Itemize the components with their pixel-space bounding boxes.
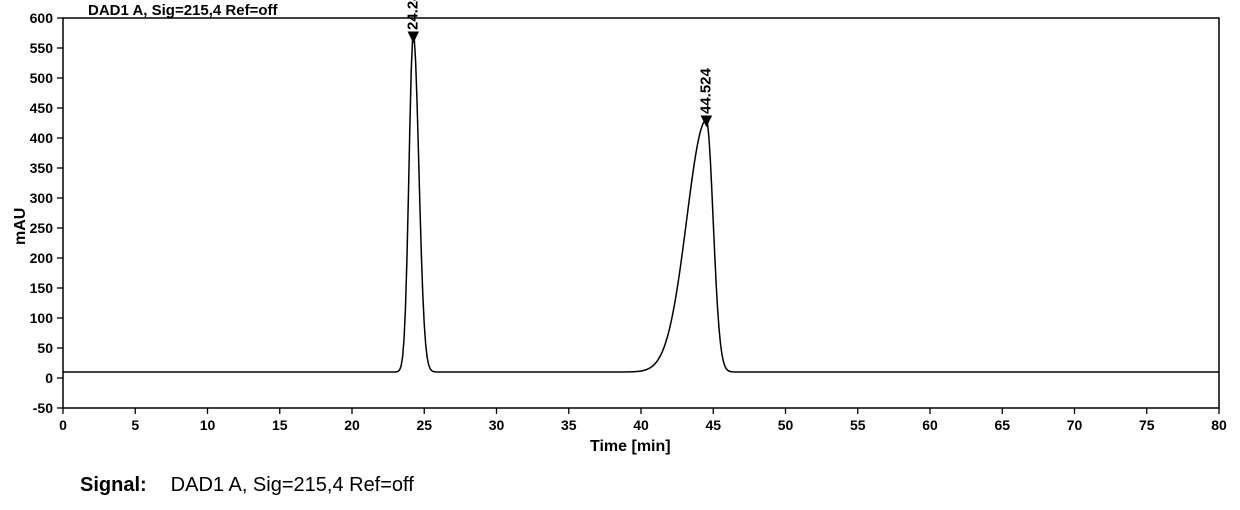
svg-text:-50: -50 (33, 400, 53, 416)
svg-text:10: 10 (200, 417, 216, 433)
svg-text:40: 40 (633, 417, 649, 433)
svg-text:200: 200 (30, 250, 54, 266)
svg-text:70: 70 (1067, 417, 1083, 433)
svg-text:250: 250 (30, 220, 54, 236)
svg-text:25: 25 (416, 417, 432, 433)
svg-text:50: 50 (778, 417, 794, 433)
svg-text:150: 150 (30, 280, 54, 296)
svg-text:75: 75 (1139, 417, 1155, 433)
svg-text:50: 50 (37, 340, 53, 356)
svg-text:80: 80 (1211, 417, 1227, 433)
peak-label: 24.243 (404, 0, 421, 30)
svg-text:55: 55 (850, 417, 866, 433)
svg-text:65: 65 (994, 417, 1010, 433)
svg-text:600: 600 (30, 10, 54, 26)
svg-text:400: 400 (30, 130, 54, 146)
peak-label: 44.524 (697, 67, 714, 114)
svg-text:45: 45 (705, 417, 721, 433)
svg-text:350: 350 (30, 160, 54, 176)
svg-text:15: 15 (272, 417, 288, 433)
svg-text:0: 0 (59, 417, 67, 433)
svg-text:100: 100 (30, 310, 54, 326)
signal-key: Signal: (80, 474, 147, 497)
svg-text:5: 5 (131, 417, 139, 433)
svg-text:30: 30 (489, 417, 505, 433)
signal-caption: Signal: DAD1 A, Sig=215,4 Ref=off (80, 474, 414, 497)
svg-text:500: 500 (30, 70, 54, 86)
svg-text:550: 550 (30, 40, 54, 56)
signal-value: DAD1 A, Sig=215,4 Ref=off (171, 474, 414, 497)
svg-text:0: 0 (45, 370, 53, 386)
chromatogram-plot: -500501001502002503003504004505005506000… (0, 0, 1240, 460)
chromatogram-figure: DAD1 A, Sig=215,4 Ref=off mAU Time [min]… (0, 0, 1240, 510)
svg-text:60: 60 (922, 417, 938, 433)
svg-text:300: 300 (30, 190, 54, 206)
svg-text:35: 35 (561, 417, 577, 433)
svg-text:20: 20 (344, 417, 360, 433)
svg-text:450: 450 (30, 100, 54, 116)
